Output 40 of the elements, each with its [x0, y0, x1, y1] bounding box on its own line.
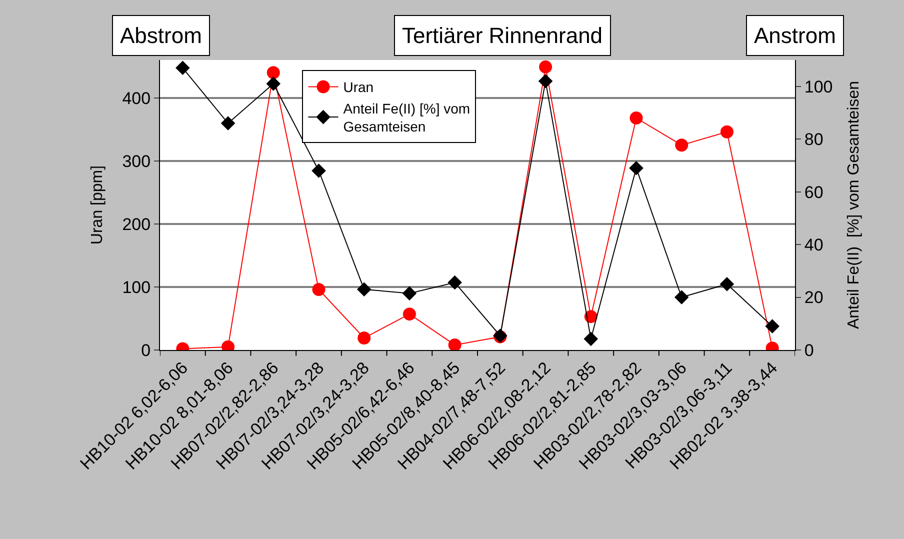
point [312, 164, 326, 178]
y2-tick-label: 20 [804, 288, 824, 308]
y-tick-label: 0 [141, 340, 151, 360]
point [312, 282, 326, 296]
text: Anstrom [754, 23, 836, 48]
point [720, 125, 734, 138]
y2-axis-title: Anteil Fe(II) [%] vom Gesamteisen [845, 80, 862, 330]
point [720, 276, 734, 292]
y2-tick-label: 80 [804, 130, 824, 150]
point [448, 338, 462, 350]
point [220, 116, 236, 130]
y-tick-label: 200 [122, 214, 151, 234]
point [448, 275, 462, 290]
text: Tertiärer Rinnenrand [402, 23, 603, 48]
point [765, 319, 780, 334]
point [674, 290, 689, 304]
y2-tick-label: 60 [804, 182, 824, 202]
point [356, 282, 372, 297]
y-tick-label: 100 [122, 278, 151, 297]
point [402, 286, 417, 300]
y2-tick-label: 100 [804, 77, 833, 96]
point [266, 66, 280, 80]
legend-label: Anteil Fe(II) [%] vom Gesamteisen [343, 100, 470, 135]
point [176, 60, 190, 76]
text: Abstrom [120, 23, 202, 48]
y2-tick-label: 40 [804, 236, 824, 254]
point [539, 60, 552, 74]
y-axis-title: Uran [ppm] [89, 165, 106, 245]
legend-label: Uran [343, 79, 374, 96]
point [538, 74, 553, 88]
y2-tick-label: 0 [804, 340, 814, 360]
point [675, 138, 688, 152]
point [266, 76, 281, 91]
point [584, 332, 598, 346]
y-tick-label: 400 [122, 88, 151, 108]
point [358, 332, 371, 345]
point [402, 308, 416, 321]
y-tick-label: 300 [122, 152, 151, 171]
point [630, 112, 643, 124]
point [629, 160, 644, 176]
